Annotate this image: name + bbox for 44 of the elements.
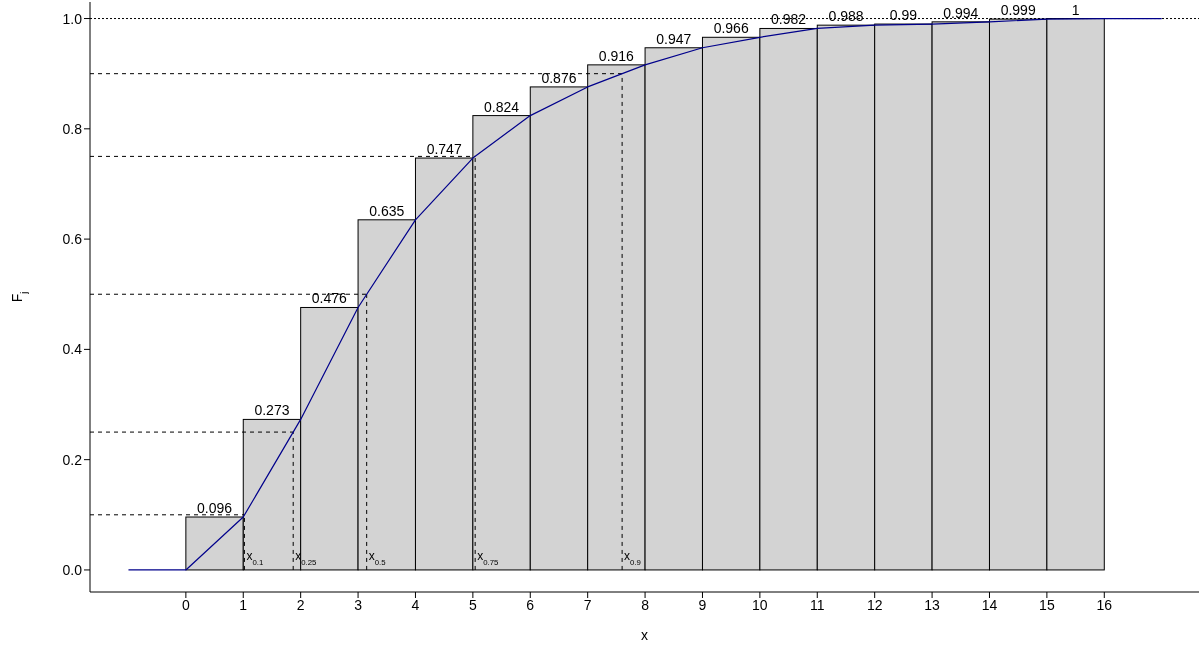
x-tick-label: 0 — [181, 596, 190, 613]
data-label: 0.99 — [889, 7, 918, 24]
x-tick-label: 1 — [239, 596, 248, 613]
data-label: 0.982 — [771, 11, 807, 28]
y-tick-label: 0.0 — [62, 561, 83, 578]
x-tick-label: 5 — [468, 596, 477, 613]
annotation: x$_{0.1}$ — [246, 548, 264, 567]
y-tick-label: 0.6 — [62, 231, 83, 248]
x-axis-title: x — [641, 627, 648, 643]
data-label: 0.994 — [943, 4, 979, 21]
data-label: 0.876 — [541, 69, 577, 86]
annotation: x$_{0.75}$ — [477, 548, 499, 567]
x-tick-label: 7 — [583, 596, 592, 613]
x-tick-label: 3 — [354, 596, 363, 613]
data-label: 0.824 — [484, 98, 520, 115]
data-label: 0.999 — [1000, 2, 1036, 19]
annotation: x$_{0.5}$ — [368, 548, 387, 567]
x-tick-label: 2 — [296, 596, 305, 613]
data-label: 0.988 — [828, 8, 864, 25]
data-label: 1 — [1071, 1, 1080, 18]
x-tick-label: 4 — [411, 596, 420, 613]
annotation: x$_{0.9}$ — [624, 548, 641, 567]
data-label: 0.476 — [311, 290, 348, 307]
y-tick-label: 0.4 — [62, 341, 83, 358]
x-tick-label: 9 — [698, 596, 707, 613]
data-label: 0.966 — [713, 20, 749, 37]
data-label: 0.747 — [426, 141, 462, 158]
x-tick-label: 10 — [752, 596, 768, 613]
x-tick-label: 12 — [866, 596, 883, 613]
x-tick-label: 14 — [981, 596, 998, 613]
x-tick-label: 8 — [641, 596, 650, 613]
y-tick-label: 0.2 — [62, 451, 83, 468]
y-tick-label: 1.0 — [62, 10, 83, 27]
x-tick-label: 15 — [1039, 596, 1055, 613]
data-label: 0.273 — [254, 402, 290, 419]
y-tick-label: 0.8 — [62, 120, 83, 137]
x-tick-label: 11 — [810, 596, 825, 613]
x-tick-label: 16 — [1096, 596, 1113, 613]
x-tick-label: 13 — [924, 596, 941, 613]
data-label: 0.916 — [598, 47, 635, 64]
x-tick-label: 6 — [526, 596, 535, 613]
data-label: 0.947 — [656, 30, 692, 47]
data-label: 0.635 — [369, 202, 405, 219]
data-label: 0.096 — [197, 500, 233, 517]
